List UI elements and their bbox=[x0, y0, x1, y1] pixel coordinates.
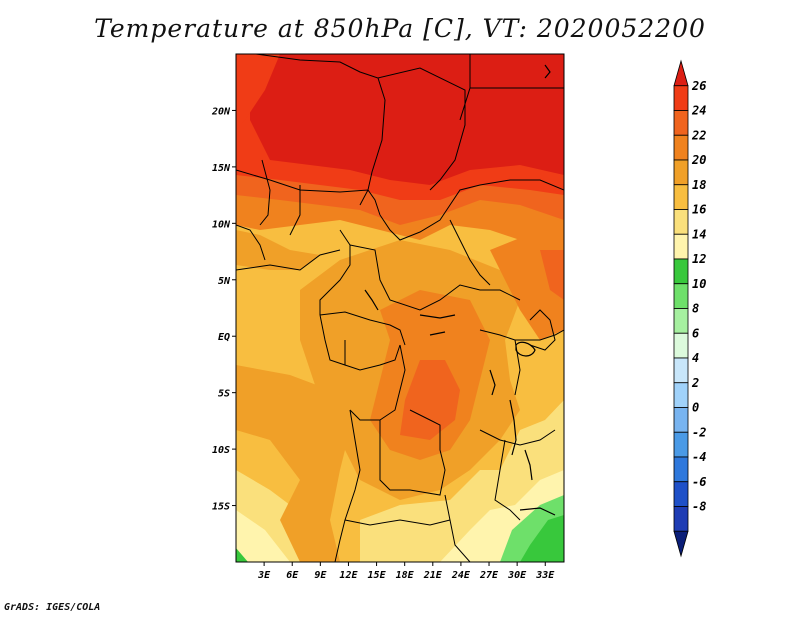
colorbar-swatch bbox=[673, 283, 689, 309]
colorbar-swatch bbox=[673, 506, 689, 532]
lat-label: 5S bbox=[218, 389, 230, 400]
lon-label: 18E bbox=[396, 570, 415, 581]
country-borders bbox=[236, 54, 564, 562]
colorbar-swatch bbox=[673, 382, 689, 408]
lon-label: 21E bbox=[423, 570, 443, 581]
lakes bbox=[364, 64, 556, 516]
chart-title: Temperature at 850hPa [C], VT: 202005220… bbox=[94, 14, 706, 43]
colorbar-swatch bbox=[673, 431, 689, 458]
lat-label: 10N bbox=[212, 219, 231, 230]
colorbar-label: 8 bbox=[692, 302, 699, 316]
colorbar-label: 14 bbox=[692, 227, 706, 241]
colorbar-swatch bbox=[673, 233, 689, 260]
colorbar-label: 20 bbox=[691, 153, 706, 167]
lon-label: 33E bbox=[535, 570, 555, 581]
lon-label: 6E bbox=[286, 570, 299, 581]
colorbar-label: -2 bbox=[692, 425, 706, 439]
grads-credit: GrADS: IGES/COLA bbox=[4, 602, 101, 613]
colorbar-label: 22 bbox=[691, 128, 706, 142]
map-frame bbox=[235, 53, 565, 563]
colorbar-label: 24 bbox=[691, 104, 706, 118]
lon-label: 15E bbox=[368, 570, 387, 581]
colorbar-swatch bbox=[673, 258, 689, 285]
colorbar-swatch bbox=[673, 110, 689, 136]
lat-label: 10S bbox=[212, 445, 230, 456]
colorbar-swatch bbox=[673, 85, 689, 111]
lon-label: 30E bbox=[507, 570, 527, 581]
colorbar-label: 2 bbox=[691, 376, 699, 390]
colorbar-label: -8 bbox=[692, 500, 706, 514]
lon-label: 9E bbox=[314, 570, 327, 581]
colorbar-label: 4 bbox=[692, 351, 699, 365]
colorbar-swatch bbox=[673, 308, 689, 334]
lon-label: 3E bbox=[257, 570, 271, 581]
colorbar-swatch bbox=[673, 59, 689, 87]
colorbar-swatch bbox=[673, 530, 689, 558]
colorbar-label: 10 bbox=[692, 277, 706, 291]
lon-label: 12E bbox=[339, 570, 358, 581]
colorbar-swatch bbox=[673, 159, 689, 186]
colorbar-label: 16 bbox=[692, 203, 706, 217]
lat-label: EQ bbox=[218, 332, 230, 343]
lat-label: 20N bbox=[211, 106, 231, 117]
colorbar-swatch bbox=[673, 481, 689, 507]
colorbar-label: 0 bbox=[692, 401, 699, 415]
temperature-fill bbox=[236, 54, 564, 562]
lat-label: 15N bbox=[212, 163, 231, 174]
colorbar-label: -4 bbox=[692, 450, 706, 464]
colorbar-label: 18 bbox=[692, 178, 706, 192]
latitude-axis: 20N 15N 10N 5N EQ 5S 10S 15S bbox=[211, 106, 236, 513]
colorbar-swatch bbox=[673, 456, 689, 483]
colorbar-swatch bbox=[673, 357, 689, 384]
colorbar-label: 26 bbox=[691, 79, 706, 93]
longitude-axis: 3E 6E 9E 12E 15E 18E 21E 24E 27E 30E 33E bbox=[257, 562, 555, 581]
colorbar-swatch bbox=[673, 184, 689, 210]
colorbar-swatch bbox=[673, 332, 689, 359]
lon-label: 27E bbox=[479, 570, 499, 581]
colorbar-swatch bbox=[673, 134, 689, 161]
colorbar-swatch bbox=[673, 407, 689, 433]
colorbar-label: 6 bbox=[692, 326, 699, 340]
lat-label: 15S bbox=[212, 502, 230, 513]
lon-label: 24E bbox=[451, 570, 471, 581]
lat-label: 5N bbox=[218, 276, 231, 287]
colorbar-label: -6 bbox=[692, 475, 706, 489]
colorbar-label: 12 bbox=[692, 252, 706, 266]
colorbar-swatch bbox=[673, 209, 689, 235]
